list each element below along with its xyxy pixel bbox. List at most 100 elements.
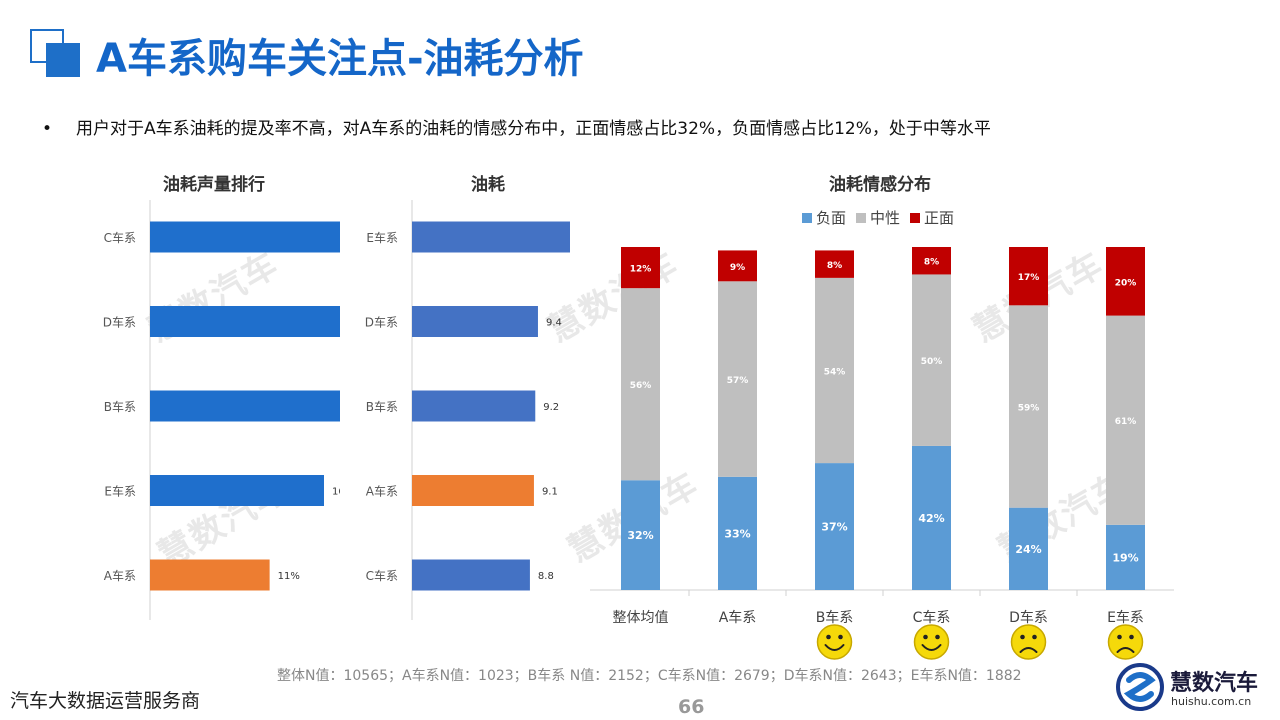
volume-bar [150, 390, 340, 422]
summary-text: 用户对于A车系油耗的提及率不高，对A车系的油耗的情感分布中，正面情感占比32%，… [76, 119, 991, 139]
stack-segment-neutral [1009, 305, 1048, 508]
segment-label: 33% [724, 527, 750, 540]
fuel-value-label: 9.2 [543, 402, 559, 413]
segment-label: 32% [627, 529, 653, 542]
legend-swatch [802, 212, 812, 223]
segment-label: 9% [730, 263, 745, 273]
fuel-bar [412, 306, 538, 337]
face-eye [1020, 634, 1025, 640]
segment-label: 17% [1018, 273, 1040, 283]
face-eye [1117, 634, 1122, 640]
stack-segment-positive [621, 247, 660, 289]
volume-value-label: 11% [278, 571, 300, 582]
segment-label: 12% [630, 265, 652, 275]
segment-label: 20% [1115, 278, 1137, 288]
fuel-bar [412, 559, 530, 591]
volume-category-label: D车系 [103, 315, 136, 330]
stack-segment-neutral [912, 274, 951, 446]
face-mouth [921, 644, 942, 651]
legend-swatch [910, 212, 921, 223]
stack-segment-neutral [1106, 315, 1145, 525]
stack-segment-negative [815, 463, 854, 590]
page-title: A车系购车关注点-油耗分析 [96, 36, 584, 82]
segment-label: 24% [1015, 543, 1041, 556]
fuel-bar [412, 390, 536, 422]
volume-category-label: C车系 [104, 230, 136, 245]
stack-segment-negative [718, 476, 757, 590]
legend-swatch [856, 212, 867, 223]
face-eye [1129, 634, 1134, 640]
segment-label: 56% [630, 381, 652, 391]
legend-label: 中性 [870, 209, 901, 227]
stack-segment-neutral [621, 288, 660, 481]
segment-label: 19% [1112, 551, 1138, 564]
title-decoration-fill [46, 43, 80, 77]
face-eye [935, 634, 940, 640]
chart3-legend: 负面 中性 正面 [802, 207, 954, 228]
brand-logo-icon [1116, 663, 1164, 711]
stack-segment-negative [1106, 524, 1145, 590]
category-label: A车系 [719, 609, 757, 626]
face-mouth [1116, 647, 1135, 653]
chart2-title: 油耗 [471, 175, 505, 195]
volume-category-label: B车系 [104, 399, 136, 414]
frown-face-icon [1010, 624, 1047, 660]
stack-segment-negative [621, 480, 660, 590]
volume-bar [150, 559, 270, 591]
fuel-value-label: 9.1 [542, 487, 558, 498]
stack-segment-negative [1009, 507, 1048, 590]
page-number: 66 [678, 696, 705, 718]
face-eye [826, 634, 831, 640]
category-label: 整体均值 [613, 610, 669, 626]
segment-label: 50% [921, 357, 943, 367]
fuel-category-label: D车系 [365, 315, 398, 330]
segment-label: 37% [821, 521, 847, 534]
category-label: C车系 [913, 609, 951, 626]
legend-item-neutral: 中性 [856, 207, 900, 228]
chart-sentiment-distribution: 32% 56% 12% 整体均值 33% 57% 9% A车系 37% 54% 8% B车系 42% 50… [590, 247, 1174, 660]
summary-bullet: • 用户对于A车系油耗的提及率不高，对A车系的油耗的情感分布中，正面情感占比32%… [42, 114, 991, 139]
segment-label: 57% [727, 376, 749, 386]
smile-face-icon [913, 624, 950, 660]
fuel-category-label: B车系 [366, 399, 398, 414]
legend-label: 正面 [924, 209, 955, 227]
face-mouth [1019, 647, 1038, 653]
volume-value-label: 16% [332, 487, 340, 498]
sample-size-footnote: 整体N值：10565；A车系N值：1023；B车系 N值：2152；C车系N值：… [277, 668, 1022, 684]
stack-segment-positive [1106, 247, 1145, 316]
legend-item-negative: 负面 [802, 207, 846, 228]
segment-label: 61% [1115, 417, 1137, 427]
legend-item-positive: 正面 [910, 207, 954, 228]
stack-segment-positive [912, 247, 951, 275]
segment-label: 8% [827, 261, 842, 271]
category-label: E车系 [1107, 609, 1144, 626]
segment-label: 8% [924, 258, 939, 268]
stack-segment-neutral [815, 277, 854, 464]
brand-url: huishu.com.cn [1171, 695, 1252, 708]
frown-face-icon [1107, 624, 1144, 660]
segment-label: 54% [824, 367, 846, 377]
stack-segment-positive [1009, 247, 1048, 306]
chart1-title: 油耗声量排行 [163, 175, 265, 195]
legend-label: 负面 [816, 209, 847, 227]
smile-face-icon [816, 624, 853, 660]
volume-bar [150, 221, 340, 253]
category-label: D车系 [1009, 609, 1048, 626]
face-eye [923, 634, 928, 640]
stack-segment-positive [718, 250, 757, 282]
category-label: B车系 [816, 609, 854, 626]
face-mouth [824, 644, 845, 651]
fuel-bar [412, 221, 570, 253]
segment-label: 59% [1018, 403, 1040, 413]
bullet-mark: • [42, 119, 53, 139]
fuel-category-label: A车系 [366, 484, 398, 499]
stack-segment-positive [815, 250, 854, 278]
footer-tagline: 汽车大数据运营服务商 [10, 690, 201, 712]
stack-segment-neutral [718, 281, 757, 477]
segment-label: 42% [918, 512, 944, 525]
volume-category-label: E车系 [104, 484, 136, 499]
volume-bar [150, 475, 324, 506]
volume-bar [150, 306, 340, 337]
